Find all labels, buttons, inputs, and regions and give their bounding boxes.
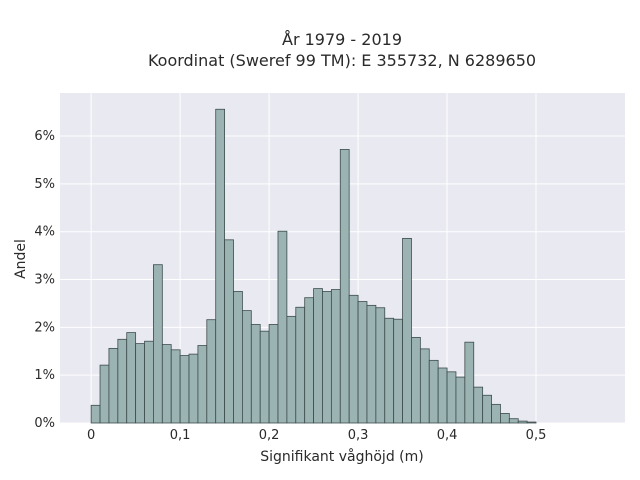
- histogram-bar: [508, 418, 519, 424]
- histogram-bar: [304, 297, 314, 424]
- histogram-bar: [393, 318, 403, 424]
- y-axis-label: Andel: [13, 239, 29, 279]
- histogram-bar: [348, 294, 359, 424]
- histogram-bar: [339, 149, 350, 424]
- histogram-bar: [419, 348, 430, 424]
- histogram-bar: [188, 353, 199, 424]
- histogram-bar: [277, 230, 288, 424]
- chart-title-line2: Koordinat (Sweref 99 TM): E 355732, N 62…: [148, 51, 536, 70]
- histogram-bar: [357, 301, 368, 424]
- histogram-bar: [411, 336, 421, 424]
- histogram-bar: [170, 349, 181, 424]
- histogram-bar: [233, 291, 243, 424]
- histogram-bar: [268, 324, 279, 424]
- histogram-bar: [491, 403, 501, 424]
- x-tick-label: 0,4: [437, 428, 458, 443]
- y-tick-label: 3%: [34, 273, 55, 288]
- histogram-bar: [482, 394, 492, 424]
- histogram-bar: [473, 386, 484, 424]
- histogram-bar: [313, 288, 323, 424]
- histogram-bar: [90, 404, 101, 424]
- histogram-bar: [259, 330, 270, 424]
- histogram-bar: [144, 340, 154, 424]
- histogram-bar: [135, 343, 145, 424]
- histogram-bar: [286, 315, 297, 424]
- histogram-bar: [428, 359, 439, 424]
- histogram-bar: [242, 310, 252, 424]
- histogram-bar: [375, 307, 386, 424]
- histogram-bar: [179, 355, 190, 424]
- histogram-bar: [366, 304, 377, 424]
- y-tick-label: 1%: [34, 368, 55, 383]
- histogram-bar: [500, 413, 510, 424]
- y-tick-label: 5%: [34, 177, 55, 192]
- chart-title-line1: År 1979 - 2019: [282, 30, 402, 49]
- histogram-bar: [215, 108, 226, 424]
- histogram-bar: [108, 347, 119, 424]
- histogram-bars: [90, 108, 537, 424]
- x-tick-label: 0,1: [170, 428, 191, 443]
- y-tick-label: 0%: [34, 416, 55, 431]
- x-tick-label: 0,5: [526, 428, 547, 443]
- histogram-bar: [446, 371, 457, 424]
- histogram-bar: [455, 376, 466, 424]
- histogram-bar: [197, 345, 208, 424]
- histogram-bar: [250, 324, 261, 424]
- histogram-bar: [161, 344, 172, 424]
- histogram-bar: [384, 317, 395, 424]
- histogram-bar: [330, 289, 341, 424]
- y-tick-label: 4%: [34, 225, 55, 240]
- histogram-bar: [295, 306, 306, 424]
- histogram-bar: [206, 319, 217, 424]
- y-tick-label: 2%: [34, 320, 55, 335]
- histogram-bar: [517, 420, 528, 424]
- x-tick-labels: 0 0,1 0,2 0,3 0,4 0,5: [87, 428, 546, 443]
- histogram-bar: [437, 367, 448, 424]
- histogram-bar: [322, 291, 332, 424]
- x-tick-label: 0,3: [348, 428, 369, 443]
- histogram-bar: [99, 364, 110, 424]
- y-tick-label: 6%: [34, 129, 55, 144]
- histogram-bar: [126, 332, 137, 424]
- y-tick-labels: 0% 1% 2% 3% 4% 5% 6%: [34, 129, 55, 431]
- histogram-bar: [402, 237, 412, 424]
- x-tick-label: 0,2: [259, 428, 280, 443]
- histogram-bar: [526, 421, 537, 424]
- histogram-bar: [464, 341, 475, 424]
- x-tick-label: 0: [87, 428, 95, 443]
- histogram-bar: [117, 338, 128, 424]
- histogram-bar: [224, 239, 234, 424]
- x-axis-label: Signifikant våghöjd (m): [260, 448, 423, 465]
- histogram-bar: [153, 264, 163, 424]
